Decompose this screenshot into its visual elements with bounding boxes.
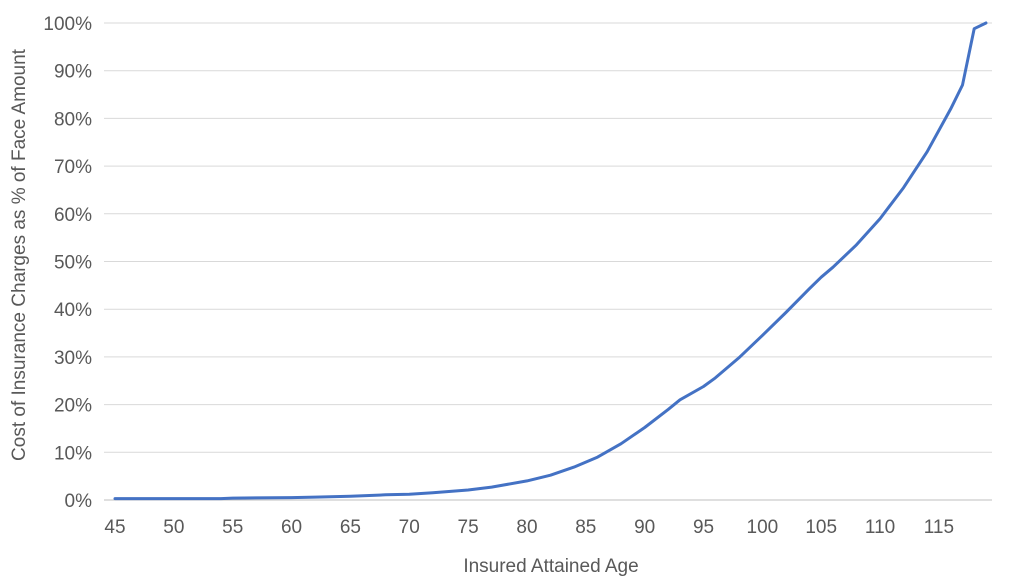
x-tick-label: 75 [458, 517, 479, 538]
x-axis-title: Insured Attained Age [463, 556, 638, 577]
x-tick-label: 90 [634, 517, 655, 538]
series-layer [113, 21, 988, 501]
y-tick-label: 20% [54, 396, 92, 417]
x-tick-label: 95 [693, 517, 714, 538]
x-axis-ticks: 45 50 55 60 65 70 75 80 85 90 95 100 105 110 115 [104, 517, 954, 538]
x-tick-label: 70 [399, 517, 420, 538]
x-tick-label: 65 [340, 517, 361, 538]
x-tick-label: 105 [805, 517, 837, 538]
y-tick-label: 0% [65, 491, 93, 512]
series-line [113, 21, 988, 501]
x-tick-label: 55 [222, 517, 243, 538]
y-tick-label: 50% [54, 253, 92, 274]
x-tick-label: 45 [104, 517, 125, 538]
grid-lines [104, 22, 992, 501]
y-tick-label: 10% [54, 443, 92, 464]
y-tick-label: 60% [54, 205, 92, 226]
x-tick-label: 115 [924, 517, 954, 538]
y-tick-label: 90% [54, 62, 92, 83]
y-tick-label: 40% [54, 300, 92, 321]
x-tick-label: 50 [163, 517, 184, 538]
x-tick-label: 85 [575, 517, 596, 538]
x-tick-label: 110 [865, 517, 895, 538]
y-tick-label: 100% [43, 14, 92, 35]
x-tick-label: 100 [747, 517, 779, 538]
y-axis-title: Cost of Insurance Charges as % of Face A… [9, 48, 30, 461]
y-tick-label: 80% [54, 109, 92, 130]
x-tick-label: 80 [516, 517, 537, 538]
x-tick-label: 60 [281, 517, 302, 538]
y-axis-ticks: 0% 10% 20% 30% 40% 50% 60% 70% 80% 90% 100% [43, 14, 92, 512]
y-tick-label: 30% [54, 348, 92, 369]
y-tick-label: 70% [54, 157, 92, 178]
